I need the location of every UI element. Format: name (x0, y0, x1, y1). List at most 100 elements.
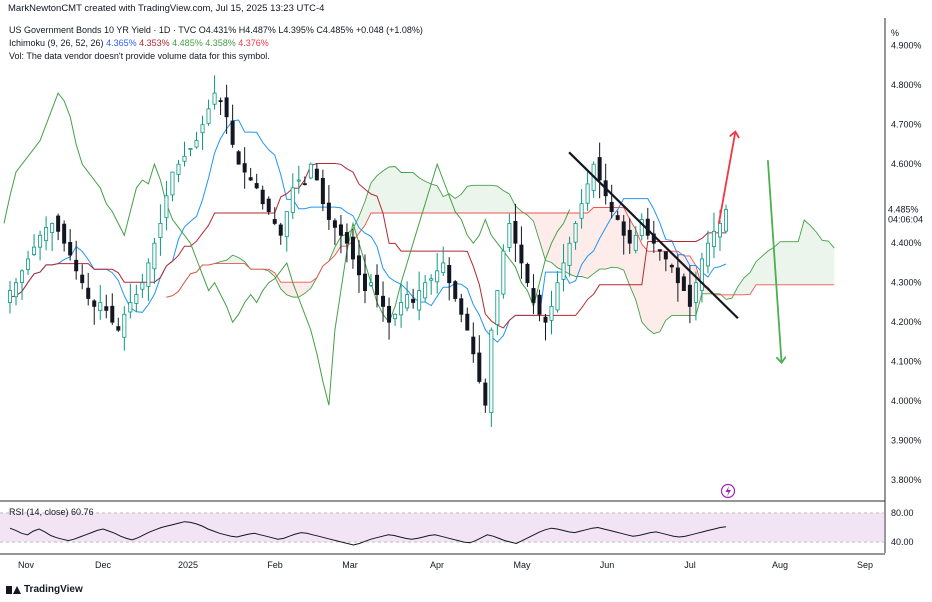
price-tick-label: 4.300% (891, 278, 922, 288)
price-tick-label: 4.600% (891, 159, 922, 169)
cloud-segment (401, 172, 408, 214)
candle-body (7, 290, 12, 303)
cloud-segment (551, 213, 558, 268)
candle-body (441, 262, 446, 273)
cloud-segment (298, 282, 305, 298)
candle-body (164, 195, 169, 219)
candle-body (50, 223, 55, 233)
event-icon (720, 483, 736, 499)
attribution-text: MarkNewtonCMT created with TradingView.c… (8, 3, 325, 14)
candle-body (68, 242, 73, 256)
candle-body (218, 100, 223, 102)
cloud-segment (756, 256, 763, 285)
last-price-label: 4.485% (888, 205, 919, 215)
candle-body (381, 295, 386, 307)
cloud-segment (389, 166, 396, 214)
candle-body (597, 157, 602, 181)
candle-body (447, 265, 452, 284)
span-b-value: 4.376% (238, 38, 269, 48)
candle-body (405, 294, 410, 309)
candle-body (681, 276, 686, 292)
candle-body (176, 163, 181, 175)
cloud-segment (503, 190, 510, 214)
time-tick-label: Jul (684, 560, 696, 570)
candle-body (104, 306, 109, 311)
price-tick-label: 4.200% (891, 317, 922, 327)
time-tick-label: Aug (772, 560, 788, 570)
candle-body (86, 287, 91, 299)
time-tick-label: Dec (95, 560, 112, 570)
cloud-segment (497, 186, 504, 214)
candle-body (260, 189, 265, 205)
candle-body (687, 284, 692, 307)
candle-body (585, 183, 590, 204)
cloud-segment (226, 255, 233, 264)
tenkan-value: 4.365% (106, 38, 137, 48)
candle-body (699, 258, 704, 291)
cloud-segment (587, 207, 594, 279)
candle-body (429, 278, 434, 281)
cloud-segment (647, 251, 654, 334)
candle-body (326, 202, 331, 220)
cloud-segment (364, 182, 372, 226)
candle-body (705, 242, 710, 267)
price-tick-label: 4.000% (891, 396, 922, 406)
candle-body (338, 224, 343, 236)
candle-body (14, 282, 19, 298)
up-arrow (717, 133, 735, 224)
candle-body (513, 221, 518, 244)
cloud-segment (828, 240, 835, 285)
tradingview-logo[interactable]: TradingView (6, 578, 83, 602)
cloud-segment (804, 220, 811, 285)
candle-body (615, 215, 620, 220)
cloud-segment (491, 185, 498, 214)
candle-body (633, 234, 638, 251)
symbol-row[interactable]: US Government Bonds 10 YR Yield · 1D · T… (9, 24, 423, 37)
candle-body (206, 108, 211, 124)
cloud-segment (545, 213, 552, 263)
candle-body (417, 290, 422, 311)
cloud-segment (539, 213, 546, 261)
cloud-segment (599, 207, 606, 270)
cloud-segment (605, 207, 612, 270)
cloud-segment (479, 185, 486, 214)
candle-body (128, 302, 133, 313)
lightning-icon (725, 486, 731, 497)
price-tick-label: 3.900% (891, 436, 922, 446)
candle-body (200, 124, 205, 134)
candle-body (495, 290, 500, 325)
candle-body (423, 282, 428, 299)
cloud-segment (822, 240, 829, 285)
candle-body (38, 234, 43, 248)
candle-body (531, 288, 536, 303)
cloud-segment (485, 185, 492, 214)
candle-body (350, 236, 355, 260)
ichimoku-row[interactable]: Ichimoku (9, 26, 52, 26) 4.365% 4.353% 4… (9, 37, 423, 50)
cloud-segment (750, 261, 757, 295)
candle-body (290, 187, 295, 213)
cloud-segment (419, 177, 426, 214)
time-tick-label: 2025 (178, 560, 198, 570)
candle-body (266, 198, 271, 212)
candle-body (122, 313, 127, 338)
cloud-segment (443, 193, 450, 214)
candle-body (146, 262, 151, 287)
cloud-segment (407, 172, 414, 214)
footer: TradingView (0, 578, 932, 602)
candle-body (375, 274, 380, 295)
cloud-segment (286, 282, 293, 297)
candle-body (302, 183, 307, 186)
rsi-tick-label: 40.00 (891, 537, 914, 547)
rsi-legend[interactable]: RSI (14, close) 60.76 (9, 507, 94, 517)
annotations (568, 133, 781, 499)
cloud-segment (334, 236, 341, 256)
rsi-tick-label: 80.00 (891, 508, 914, 518)
kijun-line (9, 163, 726, 329)
candle-body (639, 219, 644, 236)
cloud-segment (371, 175, 378, 214)
cloud-segment (220, 260, 227, 264)
candle-body (152, 242, 157, 270)
lagging-span (3, 92, 571, 406)
candle-body (453, 281, 458, 299)
